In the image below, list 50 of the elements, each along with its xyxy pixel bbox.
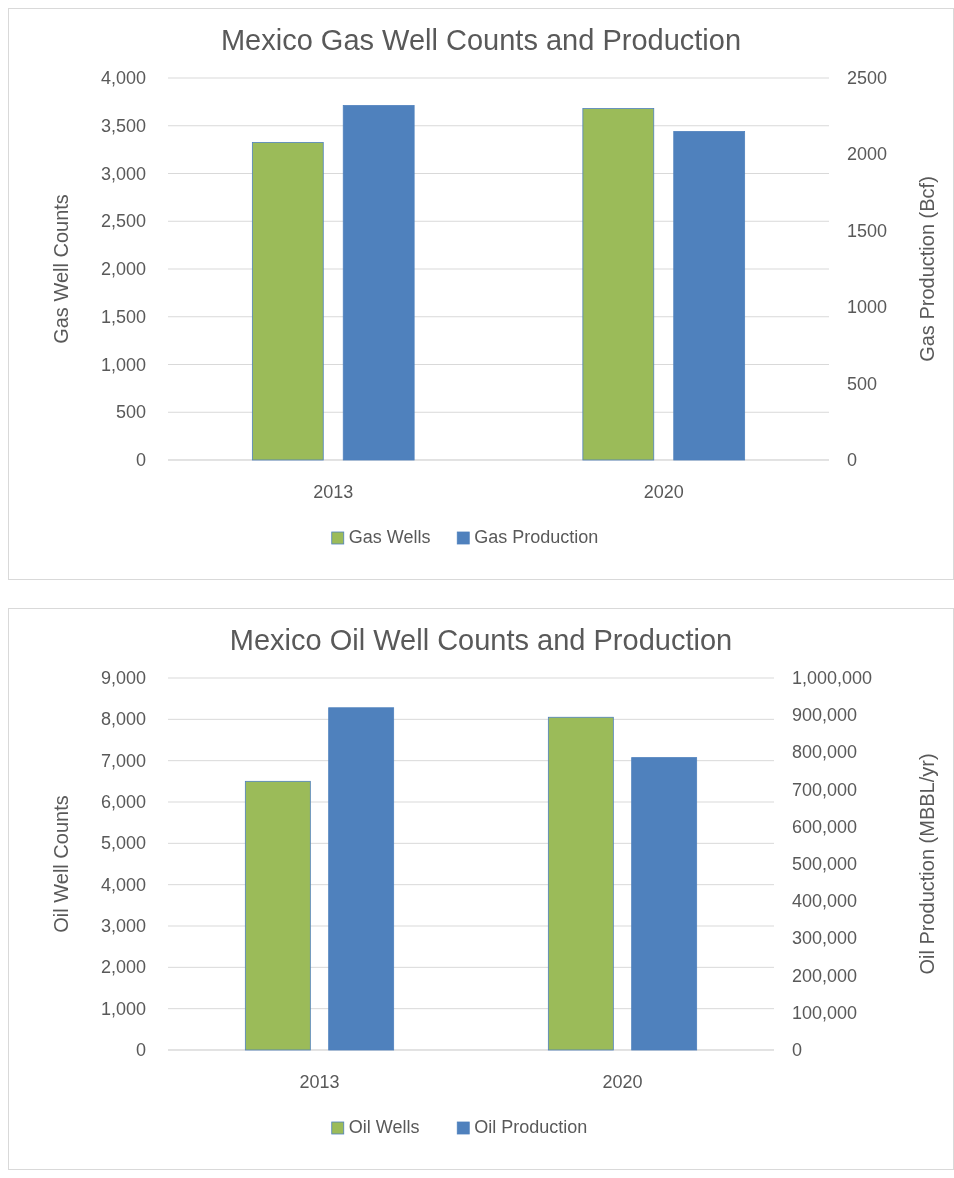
y2-tick-label: 2000 (847, 144, 888, 165)
chart-title: Mexico Oil Well Counts and Production (229, 624, 733, 656)
y-tick-label: 6,000 (100, 792, 146, 812)
y-tick-label: 7,000 (100, 750, 146, 771)
y-tick-label: 4,000 (100, 68, 146, 88)
y-axis-title: Gas Well Counts (50, 194, 72, 344)
y2-tick-label: 700,000 (792, 779, 858, 800)
y2-axis-title: Oil Production (MBBL/yr) (916, 753, 938, 975)
y2-tick-label: 100,000 (792, 1002, 858, 1023)
y2-axis-title: Gas Production (Bcf) (916, 176, 938, 362)
y-tick-label: 1,500 (100, 306, 146, 327)
y-tick-label: 1,000 (100, 998, 146, 1019)
y-tick-label: 500 (115, 402, 146, 423)
y-tick-label: 8,000 (100, 709, 146, 730)
y2-tick-label: 0 (792, 1040, 803, 1060)
legend-label: Oil Wells (348, 1117, 420, 1137)
y2-tick-label: 1500 (847, 220, 888, 241)
y-tick-label: 1,000 (100, 354, 146, 375)
y-tick-label: 3,500 (100, 115, 146, 136)
y2-tick-label: 1,000,000 (792, 668, 873, 688)
x-tick-label: 2013 (299, 1072, 340, 1092)
y-axis-title: Oil Well Counts (50, 795, 72, 933)
y-tick-label: 2,500 (100, 211, 146, 232)
y-tick-label: 3,000 (100, 916, 146, 936)
legend-label: Gas Wells (348, 527, 431, 547)
y2-tick-label: 200,000 (792, 965, 858, 986)
y2-tick-label: 2500 (847, 68, 888, 88)
y2-tick-label: 500 (847, 373, 878, 394)
y2-tick-label: 500,000 (792, 854, 858, 874)
y-tick-label: 3,000 (100, 163, 146, 184)
y-tick-label: 0 (135, 450, 146, 470)
y2-tick-label: 1000 (847, 297, 888, 318)
y2-tick-label: 0 (847, 450, 858, 470)
y2-tick-label: 900,000 (792, 705, 858, 726)
y-tick-label: 4,000 (100, 874, 146, 895)
y2-tick-label: 300,000 (792, 928, 858, 949)
x-tick-label: 2020 (602, 1072, 643, 1092)
x-tick-label: 2020 (643, 482, 684, 502)
y2-tick-label: 400,000 (792, 891, 858, 912)
legend-label: Gas Production (474, 527, 599, 547)
x-tick-label: 2013 (313, 482, 354, 502)
y2-tick-label: 600,000 (792, 816, 858, 837)
y-tick-label: 0 (135, 1040, 146, 1060)
y-tick-label: 9,000 (100, 668, 146, 688)
y-tick-label: 2,000 (100, 259, 146, 279)
chart-title: Mexico Gas Well Counts and Production (220, 24, 742, 56)
y-tick-label: 2,000 (100, 957, 146, 978)
y2-tick-label: 800,000 (792, 742, 858, 763)
y-tick-label: 5,000 (100, 833, 146, 854)
legend-label: Oil Production (474, 1117, 588, 1137)
